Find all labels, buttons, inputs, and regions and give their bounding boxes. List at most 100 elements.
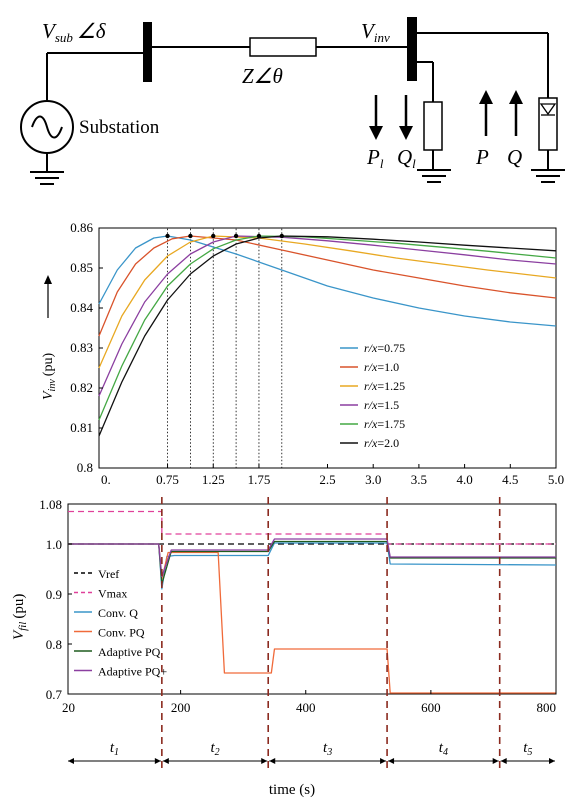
load-resistor-icon bbox=[423, 101, 443, 151]
v-inv-label: Vinv bbox=[361, 19, 390, 45]
x-tick-label: 1.75 bbox=[248, 472, 271, 487]
y-tick-label: 1.08 bbox=[39, 497, 62, 512]
x-tick-label: 600 bbox=[421, 700, 441, 715]
peak-marker bbox=[211, 233, 216, 239]
chart1-peak-lines bbox=[167, 228, 283, 468]
x-tick-label: 200 bbox=[171, 700, 191, 715]
chart2-y-label: Vfil(pu) bbox=[11, 594, 29, 640]
sine-icon bbox=[31, 115, 63, 139]
x-tick-label: 3.0 bbox=[365, 472, 381, 487]
chart1-y-arrow-icon bbox=[44, 275, 52, 318]
ac-source-icon bbox=[20, 100, 74, 154]
y-tick-label: 0.7 bbox=[46, 687, 63, 702]
chart2-x-ticks: 20 200 400 600 800 bbox=[62, 690, 557, 715]
y-tick-label: 1.0 bbox=[46, 537, 62, 552]
source-label: Substation bbox=[79, 117, 160, 138]
period-label: t4 bbox=[439, 740, 448, 758]
ground-icon bbox=[30, 171, 64, 185]
legend-label: r/x=0.75 bbox=[364, 341, 405, 355]
y-tick-label: 0.8 bbox=[46, 637, 62, 652]
x-tick-label: 20 bbox=[62, 700, 75, 715]
chart2-event-lines bbox=[161, 497, 501, 772]
chart2-y-ticks: 0.7 0.8 0.9 1.0 1.08 bbox=[39, 497, 72, 702]
arrow-left-icon bbox=[269, 758, 276, 764]
y-tick-label: 0.85 bbox=[70, 260, 93, 275]
series-line bbox=[68, 540, 556, 585]
legend-label: Conv. PQ bbox=[98, 626, 145, 640]
p-label: P bbox=[475, 145, 489, 169]
svg-text:Vinv(pu): Vinv(pu) bbox=[41, 353, 58, 400]
chart1-y-label: Vinv(pu) bbox=[41, 353, 58, 400]
circuit-diagram bbox=[20, 17, 565, 185]
period-label: t5 bbox=[523, 740, 532, 758]
peak-marker bbox=[279, 233, 284, 239]
arrow-left-icon bbox=[68, 758, 74, 764]
circuit-labels: Vsub ∠δ Z∠θ Vinv Substation Pl Ql P Q bbox=[42, 19, 522, 171]
legend-label: Vref bbox=[98, 567, 119, 581]
chart2-x-label: time (s) bbox=[269, 782, 315, 798]
x-tick-label: 5.0 bbox=[548, 472, 564, 487]
series-line bbox=[98, 235, 557, 437]
arrow-right-icon bbox=[154, 758, 161, 764]
y-tick-label: 0.82 bbox=[70, 380, 93, 395]
series-line bbox=[98, 235, 557, 421]
chart1-legend: r/x=0.75 r/x=1.0 r/x=1.25 r/x=1.5 r/x=1.75 r/… bbox=[340, 341, 405, 450]
x-tick-label: 800 bbox=[537, 700, 557, 715]
arrow-right-icon bbox=[549, 758, 555, 764]
period-label: t1 bbox=[110, 740, 119, 758]
legend-label: Vmax bbox=[98, 587, 127, 601]
chart2-legend: Vref Vmax Conv. Q Conv. PQ Adaptive PQ Adapti… bbox=[74, 567, 167, 679]
legend-label: Conv. Q bbox=[98, 606, 138, 620]
arrow-right-icon bbox=[380, 758, 387, 764]
series-line bbox=[98, 235, 557, 337]
chart2-frame bbox=[67, 503, 557, 695]
legend-label: r/x=1.25 bbox=[364, 379, 405, 393]
v-sub-label: Vsub ∠δ bbox=[42, 19, 107, 45]
impedance-box bbox=[249, 37, 317, 57]
svg-text:Vfil(pu): Vfil(pu) bbox=[11, 594, 29, 640]
peak-marker bbox=[256, 233, 262, 239]
x-tick-label: 4.0 bbox=[456, 472, 472, 487]
legend-label: r/x=2.0 bbox=[364, 436, 399, 450]
q-label: Q bbox=[507, 145, 522, 169]
power-arrows bbox=[369, 90, 523, 140]
x-tick-label: 3.5 bbox=[411, 472, 427, 487]
ground-icon bbox=[417, 169, 451, 183]
series-line bbox=[98, 235, 557, 327]
legend-label: r/x=1.0 bbox=[364, 360, 399, 374]
peak-marker bbox=[165, 233, 170, 239]
arrow-right-icon bbox=[261, 758, 268, 764]
chart-voltage-vs-time: 0.7 0.8 0.9 1.0 1.08 20 200 400 600 800 Vref Vmax… bbox=[11, 497, 557, 798]
peak-marker bbox=[233, 233, 239, 239]
ground-icon bbox=[531, 169, 565, 183]
period-label: t3 bbox=[323, 740, 332, 758]
substation-bus bbox=[143, 22, 152, 82]
arrow-left-icon bbox=[500, 758, 507, 764]
x-tick-label: 2.5 bbox=[319, 472, 335, 487]
y-tick-label: 0.86 bbox=[70, 220, 93, 235]
x-tick-label: 400 bbox=[296, 700, 316, 715]
x-tick-label: 1.25 bbox=[202, 472, 225, 487]
arrow-right-icon bbox=[492, 758, 499, 764]
x-tick-label: 0.75 bbox=[156, 472, 179, 487]
x-tick-label: 0. bbox=[101, 472, 111, 487]
peak-marker bbox=[188, 233, 193, 239]
chart-voltage-vs-rx: 0.8 0.81 0.82 0.83 0.84 0.85 0.86 0. 0.75 1.25 1.… bbox=[41, 220, 564, 487]
series-line bbox=[68, 542, 557, 590]
inverter-bus bbox=[407, 17, 417, 81]
arrow-left-icon bbox=[162, 758, 169, 764]
y-tick-label: 0.81 bbox=[70, 420, 93, 435]
legend-label: Adaptive PQ bbox=[98, 645, 161, 659]
legend-label: r/x=1.75 bbox=[364, 417, 405, 431]
y-tick-label: 0.83 bbox=[70, 340, 93, 355]
x-tick-label: 4.5 bbox=[502, 472, 518, 487]
chart1-series bbox=[98, 235, 557, 437]
ql-label: Ql bbox=[397, 145, 416, 171]
arrow-left-icon bbox=[388, 758, 395, 764]
pl-label: Pl bbox=[366, 145, 384, 171]
chart2-periods: t1 t2 t3 t4 t5 bbox=[68, 740, 555, 764]
y-tick-label: 0.84 bbox=[70, 300, 93, 315]
legend-label: r/x=1.5 bbox=[364, 398, 399, 412]
chart1-x-ticks: 0. 0.75 1.25 1.75 2.5 3.0 3.5 4.0 4.5 5.0 bbox=[98, 464, 564, 487]
